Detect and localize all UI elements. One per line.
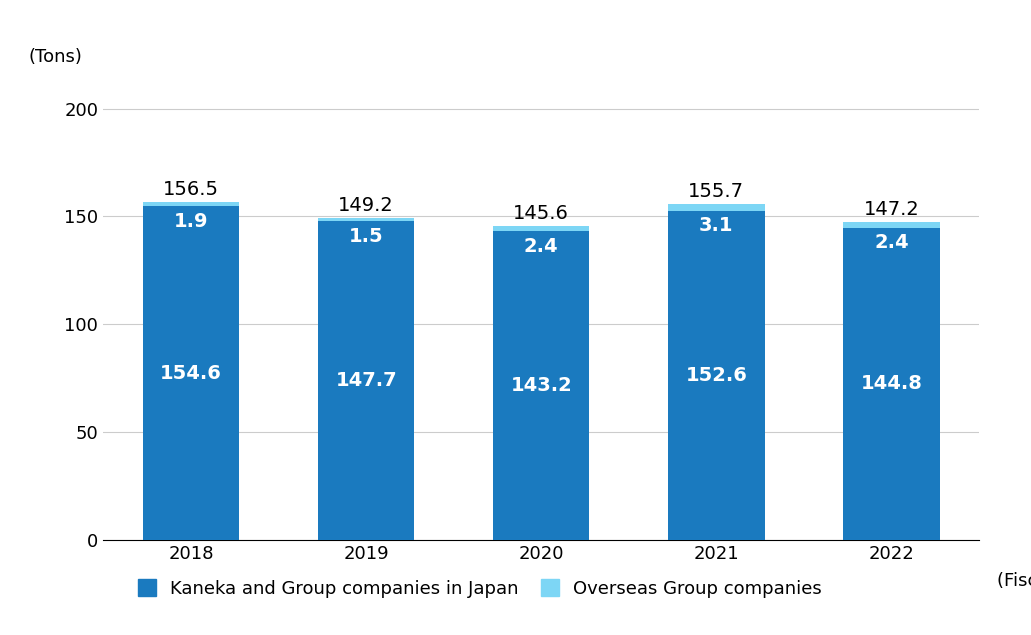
Text: (Fiscal year): (Fiscal year) <box>997 572 1031 590</box>
Text: (Tons): (Tons) <box>29 48 82 67</box>
Text: 149.2: 149.2 <box>338 196 394 215</box>
Text: 1.5: 1.5 <box>348 227 384 246</box>
Text: 156.5: 156.5 <box>163 180 219 199</box>
Text: 147.7: 147.7 <box>335 371 397 390</box>
Text: 2.4: 2.4 <box>524 237 559 256</box>
Bar <box>318 218 414 222</box>
Bar <box>843 227 939 540</box>
Bar <box>143 203 239 206</box>
Text: 1.9: 1.9 <box>174 212 208 231</box>
Text: 143.2: 143.2 <box>510 376 572 395</box>
Text: 152.6: 152.6 <box>686 366 747 385</box>
Text: 155.7: 155.7 <box>689 182 744 201</box>
Bar <box>843 222 939 227</box>
Text: 154.6: 154.6 <box>160 364 222 383</box>
Text: 144.8: 144.8 <box>861 374 923 393</box>
Legend: Kaneka and Group companies in Japan, Overseas Group companies: Kaneka and Group companies in Japan, Ove… <box>131 572 829 605</box>
Bar <box>668 211 765 540</box>
Bar <box>143 206 239 540</box>
Text: 145.6: 145.6 <box>513 204 569 223</box>
Text: 2.4: 2.4 <box>874 233 908 252</box>
Bar <box>493 231 590 540</box>
Text: 3.1: 3.1 <box>699 217 734 236</box>
Text: 147.2: 147.2 <box>864 200 920 219</box>
Bar <box>668 204 765 211</box>
Bar <box>318 222 414 540</box>
Bar <box>493 226 590 231</box>
